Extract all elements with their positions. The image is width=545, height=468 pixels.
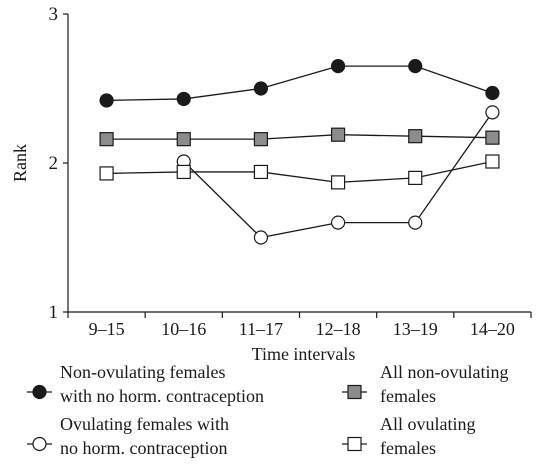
series-3 xyxy=(99,154,500,190)
y-axis-title: Rank xyxy=(10,144,30,182)
legend-marker xyxy=(32,436,47,452)
data-point xyxy=(330,59,346,74)
data-point xyxy=(176,132,191,147)
legend-marker xyxy=(347,436,362,452)
series-0 xyxy=(99,59,500,108)
data-point xyxy=(253,164,269,180)
series-line xyxy=(106,134,493,140)
legend-marker xyxy=(32,384,47,400)
legend-label: females xyxy=(380,386,436,406)
legend-item-3: All ovulating females xyxy=(342,414,476,458)
legend-label: with no horm. contraception xyxy=(60,386,264,406)
data-point xyxy=(99,93,114,108)
legend-item-0: Non-ovulating females with no horm. contr… xyxy=(27,362,264,406)
legend-item-2: Ovulating females with no horm. contracep… xyxy=(27,414,229,458)
data-point xyxy=(330,175,346,190)
legend-label: females xyxy=(380,438,436,458)
series-line xyxy=(106,160,493,184)
data-point xyxy=(485,130,500,145)
legend-label: All non-ovulating xyxy=(380,362,509,382)
x-tick-label: 9–15 xyxy=(89,319,125,339)
x-tick-label: 14–20 xyxy=(470,319,515,339)
x-tick-label: 13–19 xyxy=(393,319,438,339)
legend-item-1: All non-ovulating females xyxy=(342,362,509,406)
x-tick-label: 11–17 xyxy=(239,319,283,339)
legend-label: Ovulating females with xyxy=(60,414,229,434)
data-point xyxy=(176,164,191,180)
data-point xyxy=(330,127,346,142)
data-point xyxy=(485,105,500,120)
data-point xyxy=(253,81,269,96)
x-tick-label: 10–16 xyxy=(161,319,206,339)
legend: Non-ovulating females with no horm. contr… xyxy=(27,362,509,458)
legend-label: Non-ovulating females xyxy=(60,362,225,382)
data-point xyxy=(330,215,346,230)
data-point xyxy=(99,166,114,181)
data-point xyxy=(408,59,423,74)
y-tick-label: 1 xyxy=(49,302,59,323)
legend-marker xyxy=(347,384,362,400)
y-tick-label: 3 xyxy=(49,4,59,25)
data-point xyxy=(408,215,423,230)
legend-label: no horm. contraception xyxy=(60,438,227,458)
axes: 1 2 3 9–15 10–16 11–17 12–18 13–19 14–20 Time int… xyxy=(10,4,532,364)
data-point xyxy=(485,85,500,101)
data-point xyxy=(176,91,191,107)
data-point xyxy=(253,132,269,147)
data-point xyxy=(485,154,500,169)
x-tick-label: 12–18 xyxy=(316,319,361,339)
y-tick-label: 2 xyxy=(49,153,59,174)
data-point xyxy=(408,170,423,185)
data-point xyxy=(253,230,269,245)
series-line xyxy=(106,65,493,102)
series-layer xyxy=(99,59,500,245)
data-point xyxy=(408,129,423,144)
data-point xyxy=(99,132,114,147)
legend-label: All ovulating xyxy=(380,414,476,434)
x-axis-title: Time intervals xyxy=(252,344,356,364)
series-2 xyxy=(176,105,500,245)
series-1 xyxy=(99,127,500,147)
